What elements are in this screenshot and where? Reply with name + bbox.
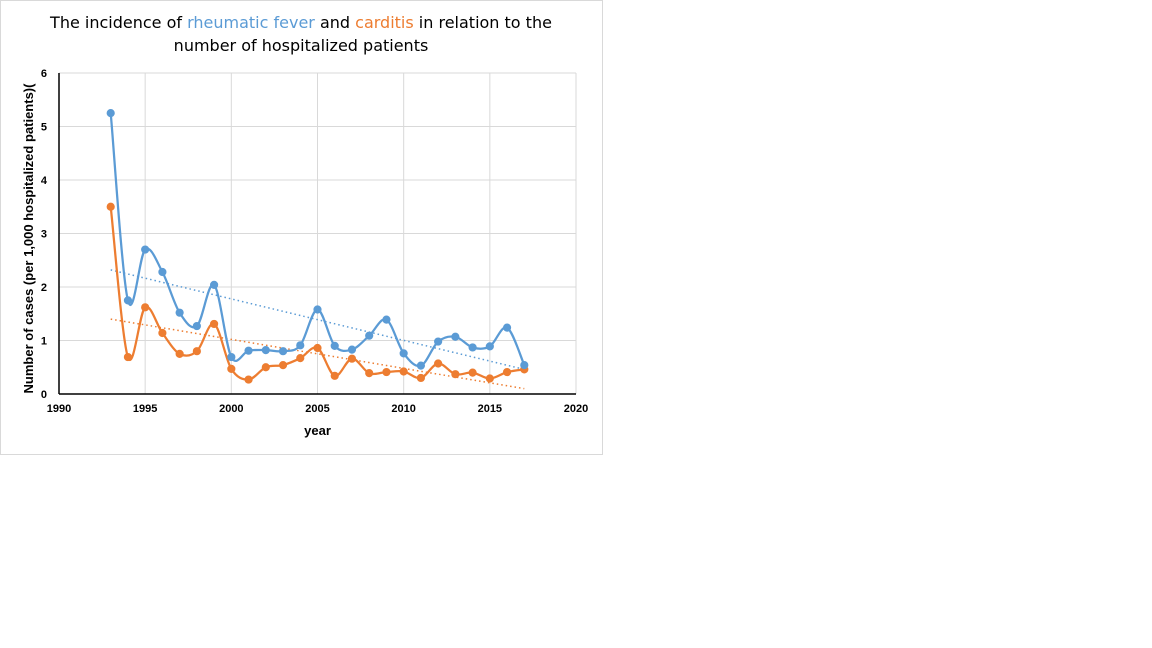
carditis-point (296, 354, 305, 363)
carditis-point (123, 352, 133, 362)
x-tick-label: 1995 (133, 403, 157, 415)
carditis-point (210, 319, 219, 329)
carditis-point (313, 343, 322, 353)
y-tick-label: 2 (41, 282, 47, 294)
carditis-point (502, 367, 512, 377)
carditis-point (227, 364, 236, 373)
grid (59, 72, 577, 394)
x-tick-label: 2005 (305, 403, 329, 415)
x-tick-label: 2010 (391, 403, 415, 415)
rheumatic-fever-point (227, 352, 236, 362)
rheumatic-fever-point (382, 315, 391, 324)
rheumatic-fever-point (296, 341, 305, 350)
carditis-point (382, 367, 391, 377)
title-suffix: in relation to the (413, 13, 552, 32)
carditis-point (192, 347, 201, 356)
carditis-point (278, 361, 288, 370)
tick-labels: 1990 1995 2000 2005 2010 2015 2020 0 1 2 3 4 5 6 (41, 68, 588, 415)
carditis-point (141, 303, 150, 312)
x-tick-label: 2020 (564, 403, 588, 415)
y-tick-label: 6 (41, 68, 47, 80)
trendlines (110, 269, 525, 390)
chart-frame: The incidence of rheumatic fever and car… (0, 0, 603, 455)
x-tick-label: 2015 (478, 403, 502, 415)
carditis-point (485, 374, 494, 383)
rheumatic-fever-point (158, 267, 167, 277)
carditis-point (244, 375, 253, 384)
rheumatic-fever-point (313, 305, 322, 314)
rheumatic-fever-point (468, 343, 477, 352)
rheumatic-fever-point (399, 349, 408, 358)
carditis-point (261, 363, 270, 372)
rheumatic-fever-point (141, 245, 150, 254)
carditis-point (468, 368, 477, 377)
chart-title: The incidence of rheumatic fever and car… (1, 11, 601, 57)
carditis-point (365, 369, 374, 378)
carditis-point (416, 373, 425, 383)
carditis-point (158, 328, 167, 338)
carditis-point (330, 371, 339, 380)
rheumatic-fever-point (416, 361, 425, 370)
title-mid: and (314, 13, 356, 32)
title-series-rheumatic: rheumatic fever (187, 13, 315, 32)
carditis-point (399, 367, 408, 376)
rheumatic-fever-point (210, 280, 219, 289)
y-tick-label: 1 (41, 336, 47, 348)
carditis-point (451, 370, 460, 379)
rheumatic-fever-point (106, 109, 115, 118)
title-series-carditis: carditis (355, 13, 414, 32)
rheumatic-fever-point (244, 346, 253, 355)
carditis-point (175, 349, 184, 358)
title-prefix: The incidence of (50, 13, 188, 32)
x-axis-title: year (304, 423, 331, 438)
y-axis-title: Number of cases (per 1,000 hospitalized … (21, 83, 36, 394)
axes (58, 73, 576, 395)
y-tick-label: 4 (41, 175, 48, 187)
rheumatic-fever-point (485, 342, 494, 351)
rheumatic-fever-point (192, 321, 201, 331)
x-tick-label: 1990 (47, 403, 71, 415)
x-tick-label: 2000 (219, 403, 243, 415)
carditis-point (106, 202, 115, 211)
line-chart: 1990 1995 2000 2005 2010 2015 2020 0 1 2 3 4 5 6 year… (21, 68, 588, 438)
rheumatic-fever-point (261, 346, 270, 355)
series (106, 109, 529, 384)
rheumatic-fever-point (520, 361, 529, 370)
rheumatic-fever-point (502, 323, 512, 332)
carditis-point (347, 354, 357, 363)
y-tick-label: 3 (41, 229, 47, 241)
y-tick-label: 5 (41, 122, 47, 134)
rheumatic-fever-point (175, 308, 184, 317)
carditis-point (434, 359, 443, 368)
rheumatic-fever-point (451, 332, 460, 341)
rheumatic-fever-trendline (110, 269, 525, 371)
rheumatic-fever-point (365, 331, 374, 340)
rheumatic-fever-point (347, 345, 357, 354)
rheumatic-fever-point (123, 296, 133, 305)
y-tick-label: 0 (41, 389, 47, 401)
rheumatic-fever-point (330, 341, 339, 350)
title-line2: number of hospitalized patients (173, 36, 429, 55)
rheumatic-fever-point (278, 347, 288, 356)
rheumatic-fever-point (434, 337, 443, 346)
